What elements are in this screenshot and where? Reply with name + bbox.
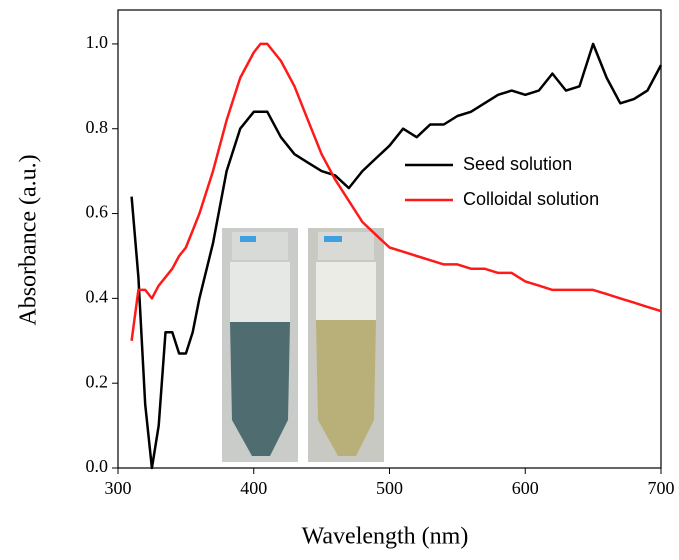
inset-photo: [222, 228, 384, 462]
x-tick-label: 400: [240, 478, 267, 498]
y-tick-label: 0.0: [86, 456, 109, 476]
plot-frame: [117, 9, 662, 469]
y-tick-label: 0.8: [86, 117, 109, 137]
y-tick-label: 1.0: [86, 32, 109, 52]
y-tick-label: 0.2: [86, 371, 109, 391]
x-tick-label: 500: [376, 478, 403, 498]
legend-label: Seed solution: [463, 154, 572, 174]
y-tick-label: 0.6: [86, 202, 109, 222]
x-tick-label: 300: [105, 478, 132, 498]
y-axis-label: Absorbance (a.u.): [16, 154, 42, 325]
y-tick-label: 0.4: [86, 286, 109, 306]
x-tick-label: 600: [512, 478, 539, 498]
series-line: [130, 42, 662, 341]
series-line: [130, 42, 663, 470]
x-tick-label: 700: [648, 478, 675, 498]
legend-label: Colloidal solution: [463, 189, 599, 209]
x-axis-label: Wavelength (nm): [302, 524, 469, 550]
